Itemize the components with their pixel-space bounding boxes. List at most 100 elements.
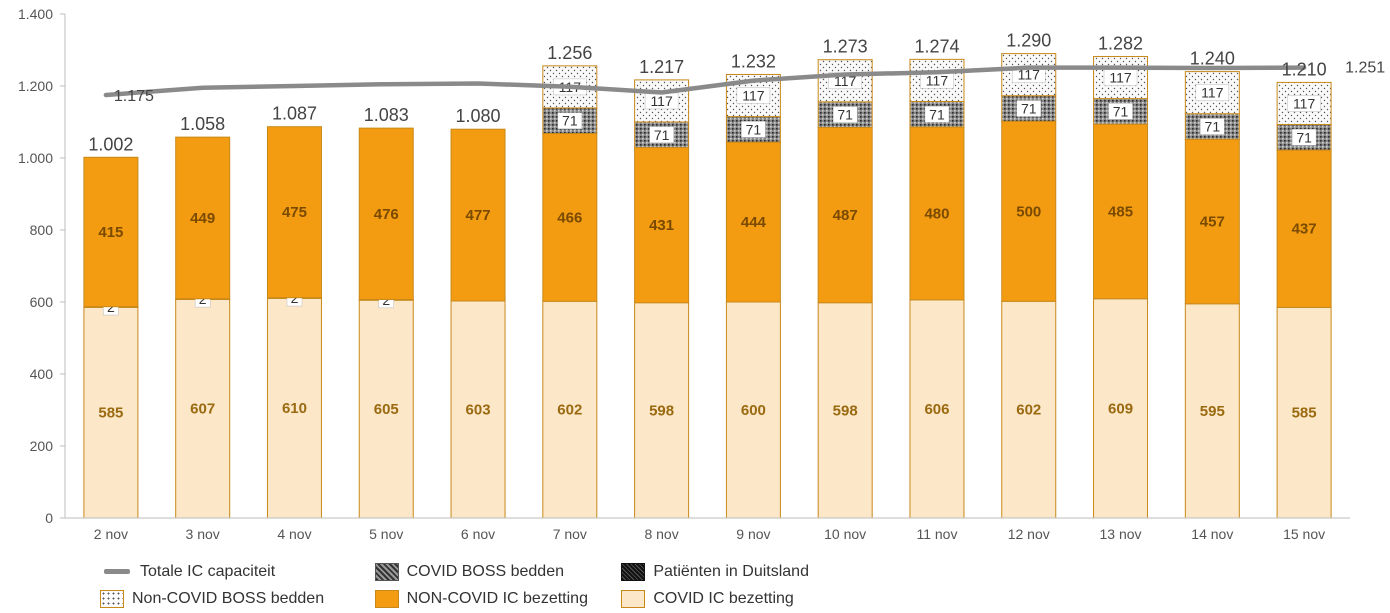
x-tick-label: 10 nov: [824, 526, 866, 542]
data-label-noncovid_ic: 476: [374, 206, 399, 223]
data-label-noncovid_ic: 457: [1200, 214, 1225, 231]
bar-total-label: 1.210: [1282, 59, 1327, 79]
y-tick-label: 200: [30, 438, 54, 454]
legend-item: Patiënten in Duitsland: [621, 562, 860, 581]
bar-segment-noncovid_ic: [725, 141, 781, 303]
bar-segment-covid_ic: [1001, 300, 1057, 519]
data-label-covid_ic: 585: [1292, 405, 1317, 422]
legend-item: COVID IC bezetting: [621, 589, 860, 608]
bar-segment-noncovid_ic: [542, 133, 598, 302]
capacity-line-label: 1.175: [114, 88, 154, 105]
data-label-covid_boss: 71: [929, 106, 945, 122]
data-label-noncovid_ic: 444: [741, 214, 767, 231]
bar-total-label: 1.290: [1006, 31, 1051, 51]
data-label-covid_ic: 607: [190, 401, 215, 418]
bar-total-label: 1.274: [914, 36, 959, 56]
legend-label: NON-COVID IC bezetting: [406, 589, 588, 607]
data-label-covid_ic: 609: [1108, 400, 1133, 417]
x-tick-label: 11 nov: [916, 526, 957, 542]
bar-segment-noncovid_ic: [266, 126, 322, 299]
data-label-noncovid_ic: 477: [466, 207, 491, 224]
legend-row-1: Totale IC capaciteit COVID BOSS bedden Pat…: [100, 558, 860, 585]
data-label-covid_ic: 585: [98, 405, 123, 422]
data-label-noncovid_ic: 485: [1108, 203, 1133, 220]
bar-segment-covid_ic: [1276, 306, 1332, 519]
bar-total-label: 1.087: [272, 104, 317, 124]
data-label-noncovid_boss: 117: [742, 88, 765, 104]
data-label-noncovid_boss: 117: [650, 93, 673, 109]
legend-label: COVID IC bezetting: [653, 589, 794, 607]
y-tick-label: 800: [30, 222, 54, 238]
data-label-box-covid_boss: [741, 121, 766, 138]
data-label-box-noncovid_boss: [1287, 95, 1321, 112]
data-label-covid_ic: 598: [649, 402, 674, 419]
legend-swatch-noncovid_boss: [100, 589, 124, 608]
bar-segment-noncovid_ic: [817, 126, 873, 304]
bar-segment-covid_ic: [725, 301, 781, 519]
bar-segment-noncovid_boss: [1276, 81, 1332, 126]
bar-segment-covid_ic: [542, 300, 598, 519]
data-label-noncovid_ic: 480: [924, 205, 949, 222]
bar-segment-noncovid_ic: [1001, 120, 1057, 302]
bar-total-label: 1.256: [547, 43, 592, 63]
legend-swatch-covid_ic: [621, 589, 646, 608]
bar-total-label: 1.217: [639, 57, 684, 77]
bar-totals: 1.002 1.058 1.087 1.083 1.080 1.256 1.217 1.232…: [88, 31, 1326, 155]
bar-segment-noncovid_ic: [634, 147, 690, 304]
bar-segment-covid_ic: [358, 299, 414, 519]
data-label-box-noncovid_boss: [1195, 84, 1230, 101]
x-tick-label: 3 nov: [186, 526, 220, 542]
data-label-covid_ic: 602: [557, 402, 582, 419]
data-label-noncovid_ic: 475: [282, 204, 307, 221]
legend-swatch-covid_boss: [374, 562, 399, 581]
data-label-box-covid_boss: [1291, 129, 1317, 146]
data-label-noncovid_ic: 431: [649, 217, 674, 234]
x-tick-label: 15 nov: [1283, 526, 1325, 542]
bar-segment-noncovid_ic: [1093, 123, 1149, 300]
legend-swatch-noncovid_ic: [374, 589, 399, 608]
data-label-box-covid_boss: [649, 126, 674, 144]
data-label-covid_boss: 71: [1205, 119, 1221, 135]
x-tick-label: 8 nov: [644, 526, 678, 542]
y-tick-label: 1.400: [18, 6, 53, 22]
data-label-covid_ic: 605: [374, 401, 399, 418]
x-tick-label: 12 nov: [1008, 526, 1050, 542]
legend-row-2: Non-COVID BOSS bedden NON-COVID IC bezett…: [100, 585, 860, 612]
bar-total-label: 1.232: [731, 51, 776, 71]
bar-total-label: 1.058: [180, 114, 225, 134]
data-label-noncovid_ic: 466: [557, 209, 582, 226]
legend-label: Non-COVID BOSS bedden: [132, 589, 325, 607]
data-label-covid_ic: 606: [924, 401, 949, 418]
data-label-box-covid_boss: [1016, 100, 1041, 117]
data-label-noncovid_ic: 500: [1016, 203, 1041, 220]
data-label-box-covid_boss: [1108, 103, 1133, 120]
data-label-noncovid_ic: 487: [833, 207, 858, 224]
x-tick-label: 13 nov: [1100, 526, 1142, 542]
data-label-box-covid_boss: [832, 106, 858, 123]
data-label-covid_boss: 71: [746, 121, 762, 137]
data-label-box-noncovid_boss: [736, 87, 771, 104]
data-label-box-covid_boss: [1200, 118, 1225, 135]
y-tick-label: 600: [30, 294, 54, 310]
bar-segment-noncovid_ic: [83, 156, 139, 308]
bar-segment-noncovid_ic: [450, 128, 506, 302]
data-label-covid_boss: 71: [1021, 101, 1037, 117]
bar-total-label: 1.002: [88, 134, 133, 154]
data-label-box-covid_boss: [557, 112, 583, 129]
legend-label: Patiënten in Duitsland: [653, 562, 809, 580]
y-tick-label: 1.200: [18, 78, 53, 94]
legend-item: Non-COVID BOSS bedden: [100, 589, 359, 608]
capacity-line-path: [103, 65, 1307, 98]
data-label-covid_boss: 71: [1296, 129, 1312, 145]
bar-total-label: 1.080: [456, 106, 501, 126]
bar-segment-covid_ic: [83, 306, 139, 519]
x-axis: 2 nov 3 nov 4 nov 5 nov 6 nov 7 nov 8 nov 9 nov…: [65, 517, 1350, 542]
legend: Totale IC capaciteit COVID BOSS bedden Pat…: [100, 558, 860, 612]
legend-line-swatch: [104, 569, 130, 574]
data-label-noncovid_ic: 437: [1292, 221, 1317, 238]
capacity-line: 1.175 1.251: [103, 60, 1385, 105]
x-tick-label: 6 nov: [461, 526, 495, 542]
bar-segment-covid_ic: [1184, 303, 1240, 519]
bar-segment-covid_ic: [450, 300, 506, 519]
